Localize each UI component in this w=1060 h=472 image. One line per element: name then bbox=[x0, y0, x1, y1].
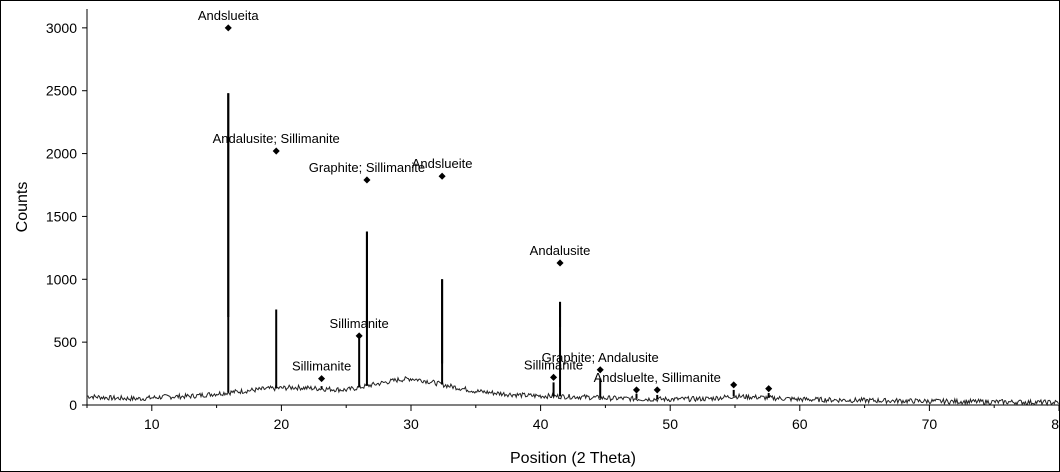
x-tick-label: 50 bbox=[662, 416, 678, 432]
annotation-label: Andalusite bbox=[530, 243, 591, 258]
annotation-label: Andslueite bbox=[412, 156, 473, 171]
annotation-marker bbox=[730, 381, 738, 389]
y-tick-label: 1000 bbox=[46, 271, 77, 287]
annotation-marker bbox=[438, 172, 446, 180]
y-tick-label: 1500 bbox=[46, 208, 77, 224]
y-tick-label: 0 bbox=[69, 397, 77, 413]
annotation-marker bbox=[318, 375, 326, 383]
y-tick-label: 2000 bbox=[46, 146, 77, 162]
annotation-marker bbox=[550, 373, 558, 381]
annotation-label: Andsluelte, Sillimanite bbox=[594, 370, 721, 385]
x-tick-label: 70 bbox=[922, 416, 938, 432]
x-axis-title: Position (2 Theta) bbox=[510, 450, 636, 467]
x-tick-label: 80 bbox=[1051, 416, 1059, 432]
annotation-marker bbox=[224, 24, 232, 32]
background-trace bbox=[86, 375, 1059, 407]
annotation-marker bbox=[596, 366, 604, 374]
annotation-label: Sillimanite bbox=[524, 357, 583, 372]
y-tick-label: 500 bbox=[54, 334, 78, 350]
y-axis-title: Counts bbox=[14, 182, 31, 233]
annotation-label: Graphite; Sillimanite bbox=[309, 160, 425, 175]
annotation-marker bbox=[355, 332, 363, 340]
annotation-marker bbox=[363, 176, 371, 184]
annotation-marker bbox=[765, 385, 773, 393]
x-tick-label: 40 bbox=[533, 416, 549, 432]
x-tick-label: 60 bbox=[792, 416, 808, 432]
annotation-label: Sillimanite bbox=[330, 316, 389, 331]
annotation-label: Andalusite; Sillimanite bbox=[213, 131, 340, 146]
x-tick-label: 10 bbox=[144, 416, 160, 432]
annotation-label: Graphite; Andalusite bbox=[542, 350, 659, 365]
annotation-marker bbox=[632, 386, 641, 394]
annotation-label: Sillimanite bbox=[292, 359, 351, 374]
annotation-marker bbox=[272, 147, 280, 155]
x-tick-label: 20 bbox=[274, 416, 290, 432]
y-tick-label: 2500 bbox=[46, 83, 77, 99]
annotation-label: Andslueita bbox=[198, 8, 259, 23]
x-tick-label: 30 bbox=[403, 416, 419, 432]
annotation-marker bbox=[556, 259, 564, 267]
y-tick-label: 3000 bbox=[46, 20, 77, 36]
annotation-marker bbox=[653, 386, 661, 394]
